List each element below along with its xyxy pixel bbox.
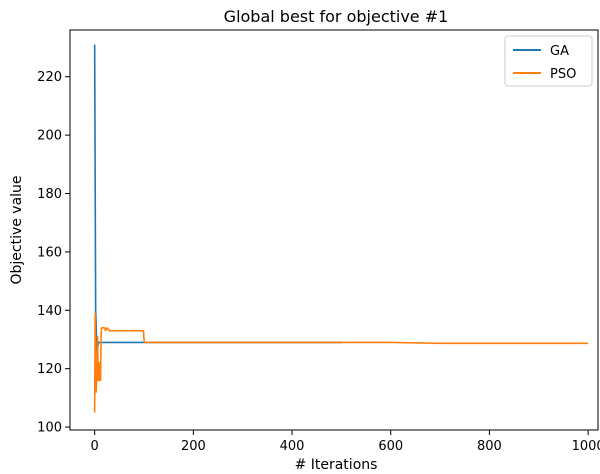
y-tick-label: 120 [37,362,62,377]
series-line-ga [93,44,342,358]
x-tick-label: 200 [181,439,206,454]
series-line-pso [93,312,589,413]
legend-label-ga: GA [550,44,569,59]
legend: GA PSO [504,35,593,87]
chart-title: Global best for objective #1 [224,7,449,26]
x-tick-label: 0 [91,439,99,454]
y-tick-label: 140 [37,304,62,319]
plot-frame [69,29,599,431]
y-tick-label: 100 [37,421,62,436]
y-axis-ticks: 100 120 140 160 180 200 220 [37,70,70,436]
legend-label-pso: PSO [550,67,576,82]
plot-area [69,29,599,431]
x-tick-label: 400 [280,439,305,454]
y-tick-label: 180 [37,187,62,202]
x-axis-label: # Iterations [295,457,378,473]
x-tick-label: 800 [477,439,502,454]
x-axis-ticks: 0 200 400 600 800 1000 [91,430,600,454]
x-tick-label: 1000 [572,439,600,454]
series-lines [93,44,589,413]
y-tick-label: 160 [37,245,62,260]
x-tick-label: 600 [378,439,403,454]
y-tick-label: 200 [37,129,62,144]
legend-box [504,35,593,87]
y-tick-label: 220 [37,70,62,85]
y-axis-label: Objective value [9,175,25,284]
